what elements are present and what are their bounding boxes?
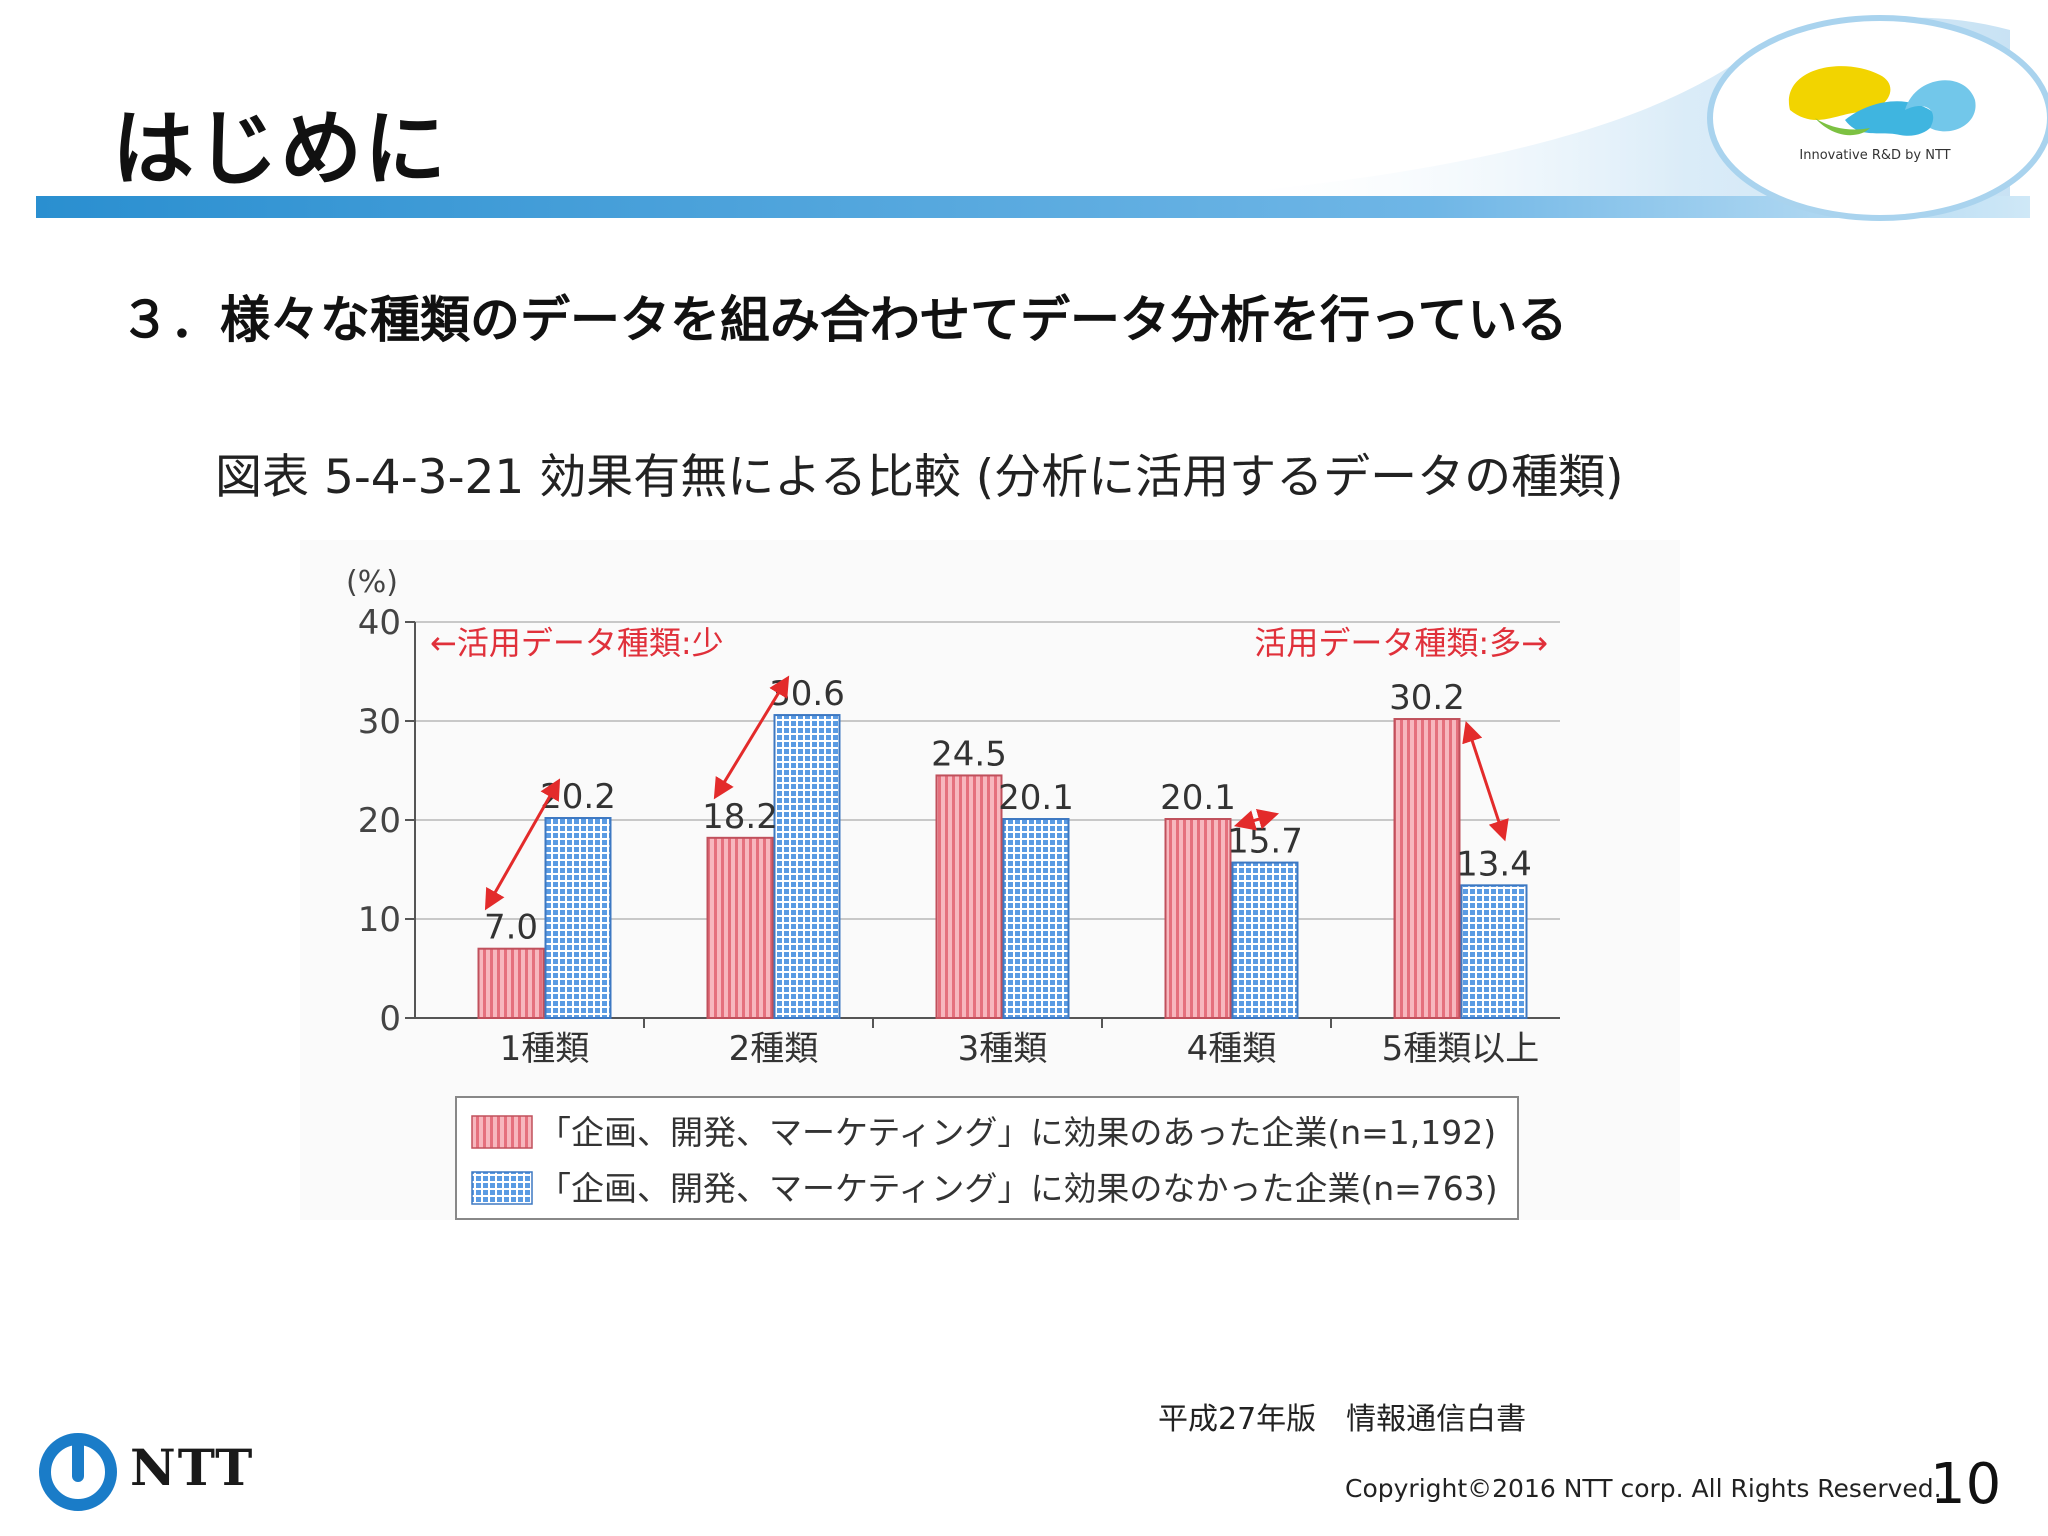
y-tick-label: 40 <box>358 603 401 643</box>
x-tick-label: 3種類 <box>958 1029 1048 1069</box>
legend-swatch-effect-yes <box>471 1115 533 1149</box>
comparison-arrow <box>713 675 790 800</box>
bar-effect-yes <box>1164 818 1232 1020</box>
bar-effect-no <box>1002 818 1070 1020</box>
header-rule <box>36 196 2030 218</box>
legend-box <box>455 1096 1519 1220</box>
y-tick-label: 30 <box>358 702 401 742</box>
bars <box>477 714 1528 1020</box>
section-heading: ３．様々な種類のデータを組み合わせてデータ分析を行っている <box>120 291 1568 349</box>
copyright: Copyright©2016 NTT corp. All Rights Rese… <box>1345 1474 1942 1503</box>
legend-swatch-effect-no <box>471 1171 533 1205</box>
annotation-right: 活用データ種類:多→ <box>1254 624 1548 662</box>
comparison-arrows <box>484 675 1509 911</box>
value-label: 20.1 <box>1160 778 1236 818</box>
x-tick-label: 2種類 <box>729 1029 819 1069</box>
x-tick-label: 1種類 <box>500 1029 590 1069</box>
page-number: 10 <box>1930 1452 2002 1517</box>
logo-mark-icon <box>1788 66 1976 136</box>
logo-tagline: Innovative R&D by NTT <box>1799 148 1951 163</box>
value-label: 30.6 <box>769 674 845 714</box>
ntt-logo-icon <box>39 1433 117 1511</box>
comparison-arrow <box>1233 809 1280 831</box>
tick-labels: 0 10 20 30 40 1種類 2種類 3種類 4種類 5種類以上 <box>358 603 1540 1069</box>
annotation-left: ←活用データ種類:少 <box>430 624 724 662</box>
value-label: 30.2 <box>1389 678 1465 718</box>
x-tick-label: 5種類以上 <box>1382 1029 1540 1069</box>
bar-effect-no <box>544 817 612 1020</box>
legend: 「企画、開発、マーケティング」に効果のあった企業(n=1,192) 「企画、開発… <box>455 1096 1519 1220</box>
bar-effect-yes <box>477 947 545 1020</box>
value-label: 13.4 <box>1456 844 1532 884</box>
value-label: 15.7 <box>1227 822 1303 862</box>
y-tick-label: 20 <box>358 801 401 841</box>
bar-effect-no <box>1231 861 1299 1019</box>
bar-effect-yes <box>1393 718 1461 1020</box>
bar-effect-yes <box>935 774 1003 1020</box>
value-label: 7.0 <box>484 908 538 948</box>
y-tick-label: 10 <box>358 900 401 940</box>
header-banner <box>36 15 2048 221</box>
value-label: 20.1 <box>998 778 1074 818</box>
bar-effect-no <box>1460 884 1528 1020</box>
page-title: はじめに <box>112 102 449 197</box>
y-tick-label: 0 <box>379 999 401 1039</box>
comparison-arrow <box>484 778 561 911</box>
comparison-arrow <box>1462 721 1509 842</box>
value-label: 24.5 <box>931 734 1007 774</box>
value-label: 18.2 <box>702 797 778 837</box>
legend-label-effect-no: 「企画、開発、マーケティング」に効果のなかった企業(n=763) <box>538 1169 1498 1208</box>
source-note: 平成27年版 情報通信白書 <box>1158 1402 1527 1437</box>
x-tick-label: 4種類 <box>1187 1029 1277 1069</box>
bar-effect-no <box>773 714 841 1019</box>
y-axis-unit-label: (%) <box>346 565 398 600</box>
figure-title: 図表 5-4-3-21 効果有無による比較 (分析に活用するデータの種類) <box>215 450 1624 505</box>
legend-label-effect-yes: 「企画、開発、マーケティング」に効果のあった企業(n=1,192) <box>538 1113 1496 1152</box>
ntt-wordmark: NTT <box>130 1438 255 1497</box>
bar-effect-yes <box>706 836 774 1019</box>
value-label: 20.2 <box>540 777 616 817</box>
